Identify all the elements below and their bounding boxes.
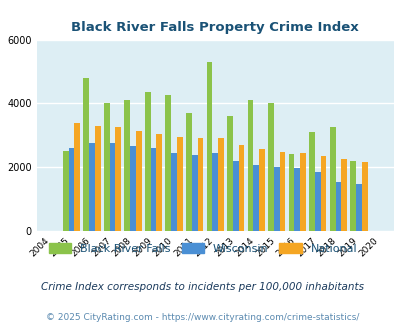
Bar (258, 149, 264, 231)
Bar (361, 162, 367, 231)
Bar (212, 153, 217, 231)
Bar (294, 168, 299, 231)
Bar (299, 153, 305, 231)
Bar (109, 143, 115, 231)
Bar (130, 147, 136, 231)
Bar (63, 151, 68, 231)
Bar (350, 161, 355, 231)
Bar (156, 134, 162, 231)
Bar (95, 126, 100, 231)
Bar (185, 113, 191, 231)
Bar (273, 167, 279, 231)
Bar (165, 95, 171, 231)
Bar (279, 152, 285, 231)
Bar (253, 165, 258, 231)
Bar (232, 161, 238, 231)
Bar (83, 78, 89, 231)
Bar (314, 172, 320, 231)
Bar (226, 116, 232, 231)
Bar (115, 127, 121, 231)
Bar (68, 148, 74, 231)
Bar (335, 182, 341, 231)
Title: Black River Falls Property Crime Index: Black River Falls Property Crime Index (71, 21, 358, 34)
Bar (145, 92, 150, 231)
Bar (309, 132, 314, 231)
Bar (171, 153, 177, 231)
Bar (247, 100, 253, 231)
Bar (89, 143, 95, 231)
Bar (355, 184, 361, 231)
Bar (288, 154, 294, 231)
Bar (206, 62, 212, 231)
Bar (150, 148, 156, 231)
Bar (238, 145, 244, 231)
Legend: Black River Falls, Wisconsin, National: Black River Falls, Wisconsin, National (49, 243, 356, 254)
Bar (267, 103, 273, 231)
Bar (136, 130, 141, 231)
Bar (177, 137, 182, 231)
Bar (341, 159, 346, 231)
Bar (329, 127, 335, 231)
Bar (197, 139, 203, 231)
Bar (74, 122, 80, 231)
Text: Crime Index corresponds to incidents per 100,000 inhabitants: Crime Index corresponds to incidents per… (41, 282, 364, 292)
Bar (124, 100, 130, 231)
Bar (217, 139, 223, 231)
Text: © 2025 CityRating.com - https://www.cityrating.com/crime-statistics/: © 2025 CityRating.com - https://www.city… (46, 313, 359, 322)
Bar (104, 103, 109, 231)
Bar (320, 156, 326, 231)
Bar (191, 155, 197, 231)
